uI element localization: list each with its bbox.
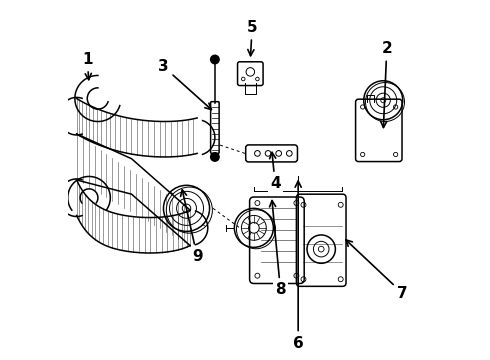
- Text: 5: 5: [247, 20, 257, 56]
- Text: 7: 7: [346, 240, 408, 301]
- Text: 3: 3: [158, 59, 211, 109]
- Text: 2: 2: [381, 41, 392, 127]
- Text: 9: 9: [181, 190, 202, 264]
- Circle shape: [211, 55, 219, 64]
- Text: 8: 8: [270, 201, 286, 297]
- Text: 4: 4: [270, 152, 280, 191]
- Text: 1: 1: [82, 52, 93, 80]
- Circle shape: [211, 153, 219, 161]
- Text: 6: 6: [293, 181, 303, 351]
